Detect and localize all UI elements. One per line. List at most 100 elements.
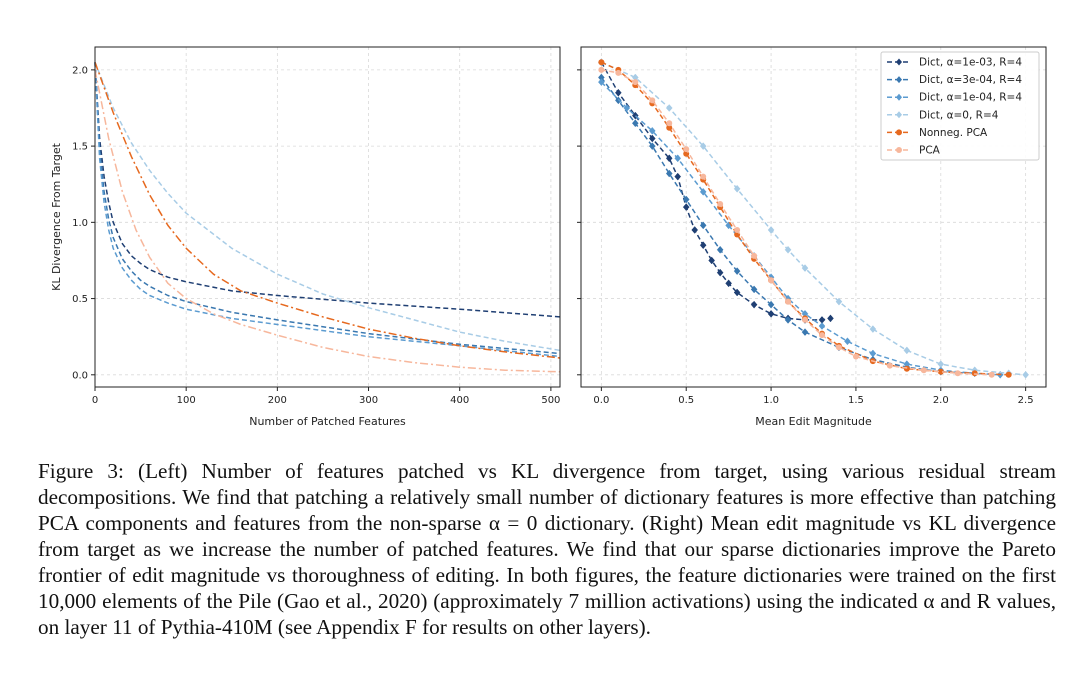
data-point bbox=[971, 370, 978, 377]
legend-marker bbox=[896, 129, 902, 136]
data-point bbox=[648, 134, 656, 143]
data-point bbox=[708, 256, 716, 265]
data-point bbox=[886, 362, 893, 369]
data-point bbox=[954, 370, 961, 377]
x-axis-label: Mean Edit Magnitude bbox=[755, 415, 872, 428]
data-point bbox=[750, 300, 758, 309]
data-point bbox=[937, 360, 945, 369]
series-line bbox=[94, 62, 561, 318]
data-point bbox=[623, 104, 631, 112]
data-point bbox=[988, 371, 995, 378]
y-tick-label: 1.0 bbox=[72, 218, 88, 229]
data-point bbox=[751, 252, 758, 259]
y-axis-label: KL Divergence From Target bbox=[50, 142, 63, 290]
data-point bbox=[818, 322, 826, 330]
data-point bbox=[674, 154, 682, 163]
x-tick-label: 0.5 bbox=[678, 395, 694, 406]
legend-marker bbox=[896, 58, 902, 66]
data-point bbox=[674, 172, 682, 181]
left-chart: 0 100 200 300 400 500 0.0 0.5 1.0 1.5 2.0 Number of… bbox=[50, 46, 561, 428]
legend-label: Dict, α=1e-03, R=4 bbox=[919, 57, 1022, 69]
data-point bbox=[937, 368, 944, 375]
data-point bbox=[920, 367, 927, 374]
data-point bbox=[666, 120, 673, 127]
data-point bbox=[725, 279, 732, 288]
data-point bbox=[648, 126, 656, 135]
data-point bbox=[665, 169, 673, 178]
x-tick-label: 500 bbox=[541, 395, 560, 406]
series-line bbox=[600, 77, 975, 375]
data-point bbox=[827, 314, 834, 323]
data-point bbox=[716, 268, 724, 277]
data-point bbox=[767, 309, 775, 318]
x-tick-label: 200 bbox=[268, 395, 287, 406]
data-point bbox=[682, 195, 690, 204]
legend-marker bbox=[896, 111, 902, 119]
series-line bbox=[94, 62, 561, 355]
x-tick-label: 400 bbox=[450, 395, 469, 406]
legend-box bbox=[880, 51, 1040, 161]
data-point bbox=[665, 104, 673, 112]
legend-marker bbox=[896, 76, 902, 84]
data-point bbox=[665, 154, 673, 163]
x-tick-label: 0.0 bbox=[593, 395, 609, 406]
axes-frame bbox=[94, 46, 561, 388]
axes-frame bbox=[580, 46, 1047, 388]
legend-label: Dict, α=0, R=4 bbox=[919, 109, 999, 121]
data-point bbox=[1022, 370, 1029, 379]
legend-marker bbox=[896, 147, 902, 153]
data-point bbox=[598, 59, 605, 66]
data-point bbox=[699, 241, 707, 250]
data-point bbox=[734, 226, 741, 233]
x-axis-label: Number of Patched Features bbox=[249, 415, 406, 428]
data-point bbox=[699, 142, 707, 150]
data-point bbox=[700, 173, 707, 180]
data-point bbox=[598, 66, 605, 73]
data-point bbox=[903, 346, 911, 355]
data-point bbox=[699, 221, 707, 230]
y-tick-label: 1.5 bbox=[72, 142, 88, 153]
x-tick-label: 2.5 bbox=[1018, 395, 1034, 406]
data-point bbox=[733, 288, 741, 297]
y-tick-label: 0.0 bbox=[72, 370, 88, 381]
legend-label: Nonneg. PCA bbox=[919, 127, 988, 139]
data-point bbox=[835, 344, 842, 351]
figure-3: 0 100 200 300 400 500 0.0 0.5 1.0 1.5 2.0 Number of… bbox=[50, 46, 1047, 428]
legend-label: PCA bbox=[919, 145, 941, 157]
right-chart: 0.0 0.5 1.0 1.5 2.0 2.5 Mean Edit Magnitude Dic… bbox=[577, 46, 1047, 428]
series-line bbox=[601, 69, 992, 376]
data-point bbox=[632, 79, 639, 86]
data-point bbox=[598, 78, 605, 86]
data-point bbox=[852, 353, 859, 360]
data-point bbox=[802, 316, 809, 323]
data-point bbox=[648, 142, 656, 150]
data-point bbox=[631, 119, 639, 128]
data-point bbox=[835, 297, 843, 306]
x-tick-label: 0 bbox=[92, 395, 98, 406]
data-point bbox=[733, 267, 741, 276]
data-point bbox=[691, 226, 699, 234]
data-point bbox=[869, 349, 877, 358]
series-line bbox=[94, 61, 561, 359]
data-point bbox=[801, 328, 809, 336]
data-point bbox=[767, 226, 775, 234]
x-tick-label: 1.5 bbox=[848, 395, 864, 406]
data-point bbox=[699, 187, 707, 196]
data-point bbox=[818, 332, 825, 339]
data-point bbox=[683, 146, 690, 153]
data-point bbox=[682, 203, 690, 211]
series-line bbox=[600, 61, 831, 321]
series-line bbox=[94, 62, 561, 358]
series-line bbox=[94, 61, 561, 352]
data-point bbox=[844, 337, 851, 346]
data-point bbox=[1005, 371, 1012, 378]
x-tick-label: 300 bbox=[359, 395, 378, 406]
data-point bbox=[733, 184, 741, 193]
data-point bbox=[784, 316, 792, 324]
data-point bbox=[768, 277, 775, 284]
data-point bbox=[767, 300, 775, 309]
data-point bbox=[801, 264, 809, 272]
data-point bbox=[615, 88, 622, 97]
x-tick-label: 2.0 bbox=[933, 395, 949, 406]
legend-marker bbox=[896, 93, 902, 101]
